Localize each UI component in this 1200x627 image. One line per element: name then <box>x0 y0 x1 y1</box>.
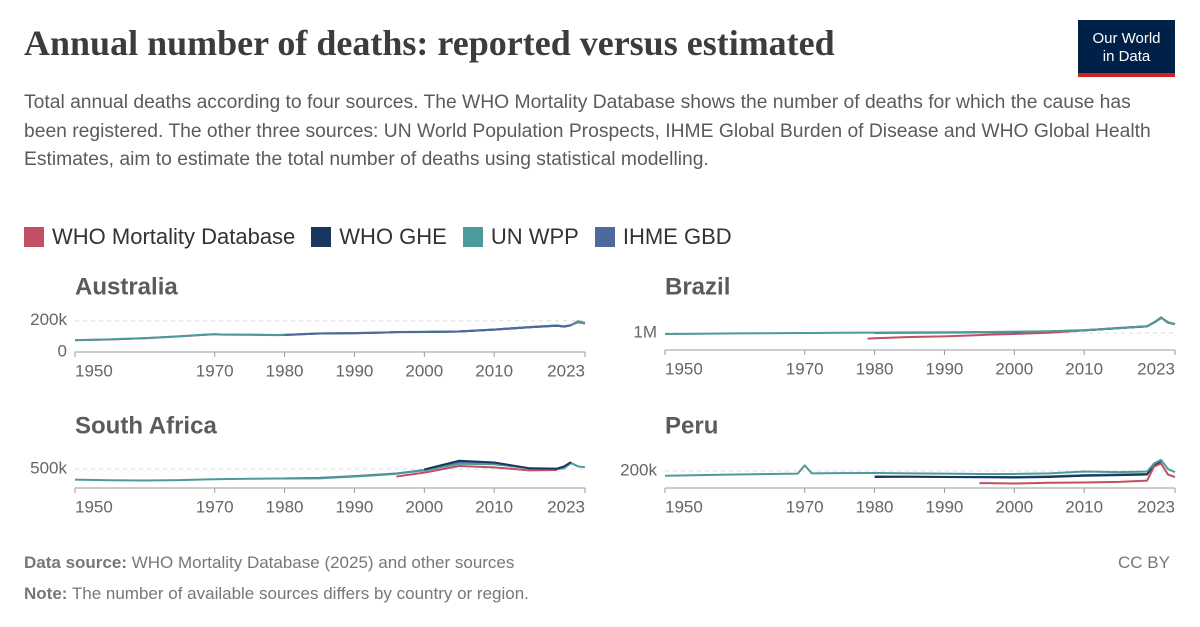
note-label: Note: <box>24 584 68 603</box>
legend-swatch <box>311 227 332 247</box>
logo-line: in Data <box>1102 48 1151 65</box>
x-tick-label: 1950 <box>75 361 113 380</box>
chart-title: Peru <box>665 412 718 439</box>
footer: Data source: WHO Mortality Database (202… <box>24 547 529 609</box>
x-tick-label: 2000 <box>405 497 443 516</box>
x-tick-label: 2000 <box>995 497 1033 516</box>
x-tick-label: 1970 <box>196 497 234 516</box>
x-tick-label: 1970 <box>196 361 234 380</box>
legend-label: WHO GHE <box>339 224 447 249</box>
x-tick-label: 2010 <box>1065 497 1103 516</box>
x-tick-label: 2000 <box>995 359 1033 378</box>
y-tick-label: 1M <box>633 322 657 341</box>
x-tick-label: 1980 <box>856 359 894 378</box>
x-tick-label: 1990 <box>926 497 964 516</box>
x-tick-label: 1980 <box>266 497 304 516</box>
x-tick-label: 1990 <box>336 497 374 516</box>
legend: WHO Mortality Database WHO GHE UN WPP IHME … <box>24 224 732 250</box>
x-tick-label: 1990 <box>926 359 964 378</box>
legend-item[interactable]: UN WPP <box>462 224 579 250</box>
x-tick-label: 2000 <box>405 361 443 380</box>
x-tick-label: 1950 <box>75 497 113 516</box>
logo[interactable]: Our World in Data <box>1078 20 1175 77</box>
page-title: Annual number of deaths: reported versus… <box>24 23 835 63</box>
x-tick-label: 1970 <box>786 359 824 378</box>
y-tick-label: 200k <box>620 460 657 479</box>
series-line <box>664 316 1176 335</box>
legend-label: IHME GBD <box>622 224 732 249</box>
legend-swatch <box>24 227 44 247</box>
series-line <box>979 462 1176 485</box>
x-tick-label: 1980 <box>266 361 304 380</box>
note: The number of available sources differs … <box>71 584 529 603</box>
series-line <box>424 459 572 471</box>
x-tick-label: 2010 <box>1065 359 1103 378</box>
x-tick-label: 1950 <box>665 359 703 378</box>
source-label: Data source: <box>24 553 127 572</box>
y-tick-label: 0 <box>58 341 67 360</box>
x-tick-label: 2010 <box>475 497 513 516</box>
y-tick-label: 200k <box>30 310 67 329</box>
x-tick-label: 2023 <box>1137 359 1175 378</box>
license[interactable]: CC BY <box>1118 553 1170 572</box>
legend-item[interactable]: IHME GBD <box>594 224 732 250</box>
x-tick-label: 2023 <box>547 497 585 516</box>
x-tick-label: 1950 <box>665 497 703 516</box>
x-tick-label: 1980 <box>856 497 894 516</box>
series-line <box>664 458 1176 477</box>
legend-label: WHO Mortality Database <box>52 224 296 249</box>
x-tick-label: 1970 <box>786 497 824 516</box>
chart-title: South Africa <box>75 412 217 439</box>
legend-item[interactable]: WHO GHE <box>311 224 447 250</box>
logo-line: Our World <box>1092 30 1161 47</box>
x-tick-label: 2010 <box>475 361 513 380</box>
legend-swatch <box>594 227 615 247</box>
x-tick-label: 2023 <box>547 361 585 380</box>
chart-title: Brazil <box>665 273 730 300</box>
legend-swatch <box>462 227 483 247</box>
y-tick-label: 500k <box>30 459 67 478</box>
page-subtitle: Total annual deaths according to four so… <box>24 92 1151 170</box>
series-line <box>396 465 558 478</box>
series-line <box>74 320 586 342</box>
x-tick-label: 1990 <box>336 361 374 380</box>
series-line <box>874 460 1162 479</box>
x-tick-label: 2023 <box>1137 497 1175 516</box>
source: WHO Mortality Database (2025) and other … <box>131 553 515 572</box>
series-line <box>284 324 572 336</box>
legend-label: UN WPP <box>490 224 579 249</box>
chart-title: Australia <box>75 273 178 300</box>
legend-item[interactable]: WHO Mortality Database <box>24 224 295 250</box>
